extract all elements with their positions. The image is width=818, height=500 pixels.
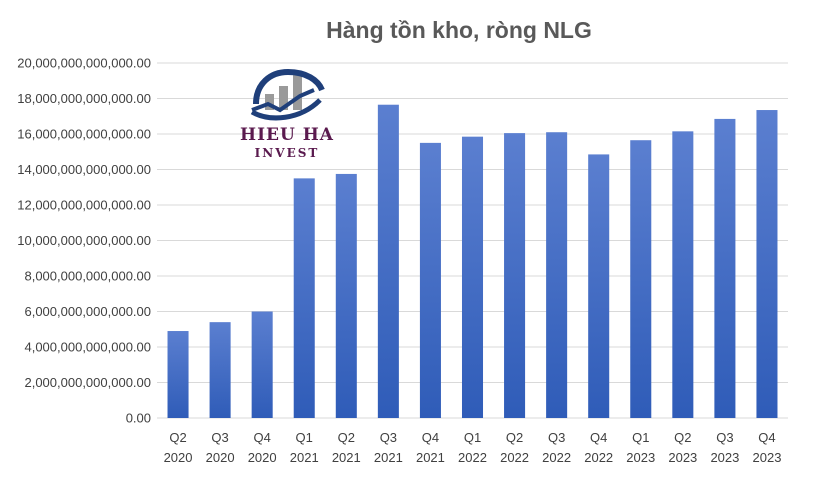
x-tick-label: Q2 2020 xyxy=(164,430,193,465)
bar xyxy=(546,132,568,418)
x-tick-label: Q3 2020 xyxy=(206,430,235,465)
bar xyxy=(209,322,231,418)
x-tick-label: Q1 2023 xyxy=(626,430,655,465)
logo-sub-text: INVEST xyxy=(255,146,320,160)
x-tick-label: Q2 2021 xyxy=(332,430,361,465)
x-axis-tick-labels: Q2 2020 Q3 2020 Q4 2020 Q1 2021 Q2 2021 Q3 2021 Q4 20… xyxy=(164,430,782,465)
y-tick-label: 18,000,000,000,000.00 xyxy=(17,91,151,106)
x-tick-label: Q4 2021 xyxy=(416,430,445,465)
logo-brand-text: HIEU HA xyxy=(240,125,334,145)
bar xyxy=(335,173,357,418)
y-tick-label: 14,000,000,000,000.00 xyxy=(17,162,151,177)
bar xyxy=(251,311,273,418)
y-tick-label: 6,000,000,000,000.00 xyxy=(24,304,151,319)
x-tick-label: Q4 2023 xyxy=(753,430,782,465)
x-tick-label: Q2 2022 xyxy=(500,430,529,465)
bar xyxy=(293,178,315,418)
y-tick-label: 8,000,000,000,000.00 xyxy=(24,269,151,284)
bar xyxy=(630,140,652,418)
x-tick-label: Q4 2020 xyxy=(248,430,277,465)
y-tick-label: 4,000,000,000,000.00 xyxy=(24,340,151,355)
y-axis-tick-labels: 0.00 2,000,000,000,000.00 4,000,000,000,00… xyxy=(17,56,151,426)
x-tick-label: Q3 2021 xyxy=(374,430,403,465)
bar xyxy=(419,142,441,418)
y-tick-label: 16,000,000,000,000.00 xyxy=(17,127,151,142)
x-tick-label: Q3 2022 xyxy=(542,430,571,465)
y-tick-label: 2,000,000,000,000.00 xyxy=(24,375,151,390)
bar xyxy=(588,154,610,418)
y-tick-label: 10,000,000,000,000.00 xyxy=(17,233,151,248)
chart-title: Hàng tồn kho, ròng NLG xyxy=(326,17,592,43)
y-tick-label: 0.00 xyxy=(126,411,151,426)
bar xyxy=(672,131,694,418)
y-tick-label: 20,000,000,000,000.00 xyxy=(17,56,151,71)
y-tick-label: 12,000,000,000,000.00 xyxy=(17,198,151,213)
bar xyxy=(714,118,736,418)
x-tick-label: Q4 2022 xyxy=(584,430,613,465)
x-tick-label: Q3 2023 xyxy=(710,430,739,465)
x-tick-label: Q1 2022 xyxy=(458,430,487,465)
bar xyxy=(504,133,526,419)
bar xyxy=(377,104,399,419)
logo-chart-icon xyxy=(250,68,325,121)
bars xyxy=(167,104,778,419)
x-tick-label: Q2 2023 xyxy=(668,430,697,465)
x-tick-label: Q1 2021 xyxy=(290,430,319,465)
hieu-ha-invest-logo: HIEU HA INVEST xyxy=(240,68,334,160)
bar xyxy=(756,110,778,418)
bar xyxy=(461,136,484,418)
bar xyxy=(167,331,189,418)
